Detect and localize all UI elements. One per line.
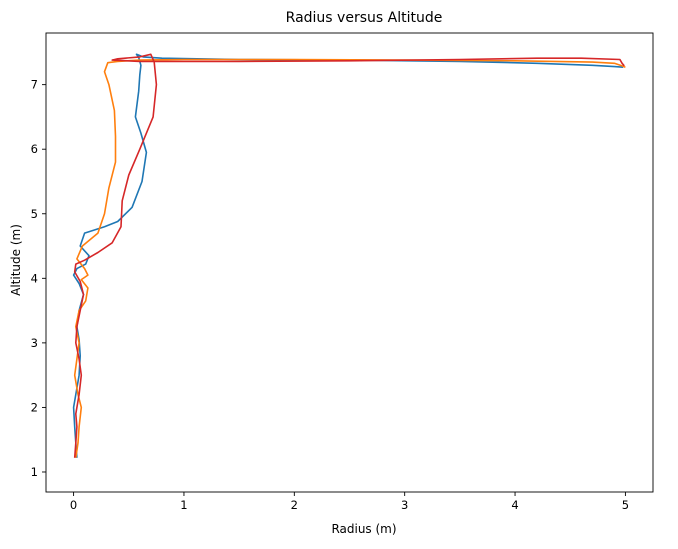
y-tick-label: 5: [31, 207, 38, 221]
axes-layer: 0 1 2 3 4 5 1 2 3 4 5 6 7: [31, 32, 654, 512]
x-axis-label: Radius (m): [331, 522, 396, 536]
series-line-1: [72, 53, 624, 458]
y-tick-label: 2: [31, 400, 38, 414]
plot-frame: [45, 32, 654, 493]
y-tick-label: 1: [31, 465, 38, 479]
x-tick-label: 4: [511, 498, 518, 512]
x-tick-label: 0: [70, 498, 77, 512]
y-tick-label: 3: [31, 336, 38, 350]
series-line-2: [73, 58, 626, 458]
y-tick-label: 4: [31, 271, 38, 285]
x-tick-label: 5: [622, 498, 629, 512]
x-tick-label: 2: [291, 498, 298, 512]
x-tick-label: 3: [401, 498, 408, 512]
chart-title: Radius versus Altitude: [286, 10, 443, 26]
series-line-3: [73, 53, 625, 458]
y-tick-label: 7: [31, 78, 38, 92]
series-layer: [72, 53, 626, 458]
y-tick-label: 6: [31, 142, 38, 156]
x-tick-label: 1: [180, 498, 187, 512]
y-axis-label: Altitude (m): [9, 224, 23, 296]
